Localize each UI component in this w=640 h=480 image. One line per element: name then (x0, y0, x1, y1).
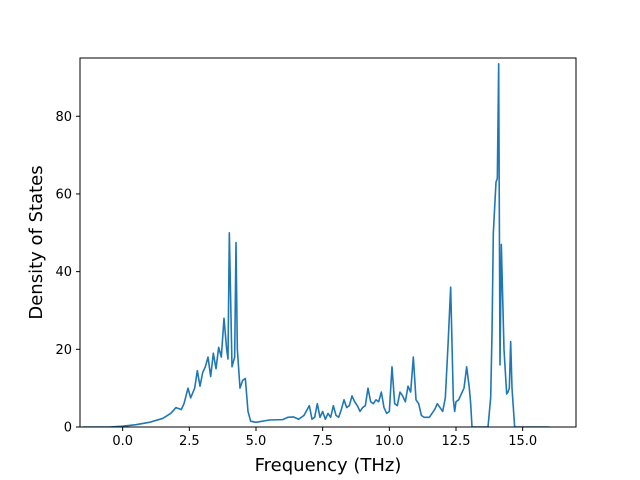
x-tick-label: 5.0 (246, 434, 267, 449)
x-tick-label: 15.0 (508, 434, 537, 449)
x-axis-title: Frequency (THz) (255, 455, 402, 476)
y-tick-label: 60 (55, 187, 72, 202)
y-axis-ticks: 0 20 40 60 80 (55, 110, 80, 436)
y-tick-label: 80 (55, 110, 72, 125)
y-tick-label: 20 (55, 343, 72, 358)
x-tick-label: 10.0 (375, 434, 404, 449)
y-axis-title: Density of States (26, 165, 47, 319)
dos-series-line (82, 63, 550, 427)
y-tick-label: 0 (64, 421, 72, 436)
x-tick-label: 0.0 (112, 434, 133, 449)
x-tick-label: 12.5 (442, 434, 471, 449)
x-tick-label: 7.5 (312, 434, 333, 449)
y-tick-label: 40 (55, 265, 72, 280)
plot-area (82, 63, 550, 427)
x-tick-label: 2.5 (179, 434, 200, 449)
x-axis-ticks: 0.0 2.5 5.0 7.5 10.0 12.5 15.0 (112, 427, 537, 449)
axes-frame (79, 57, 577, 428)
